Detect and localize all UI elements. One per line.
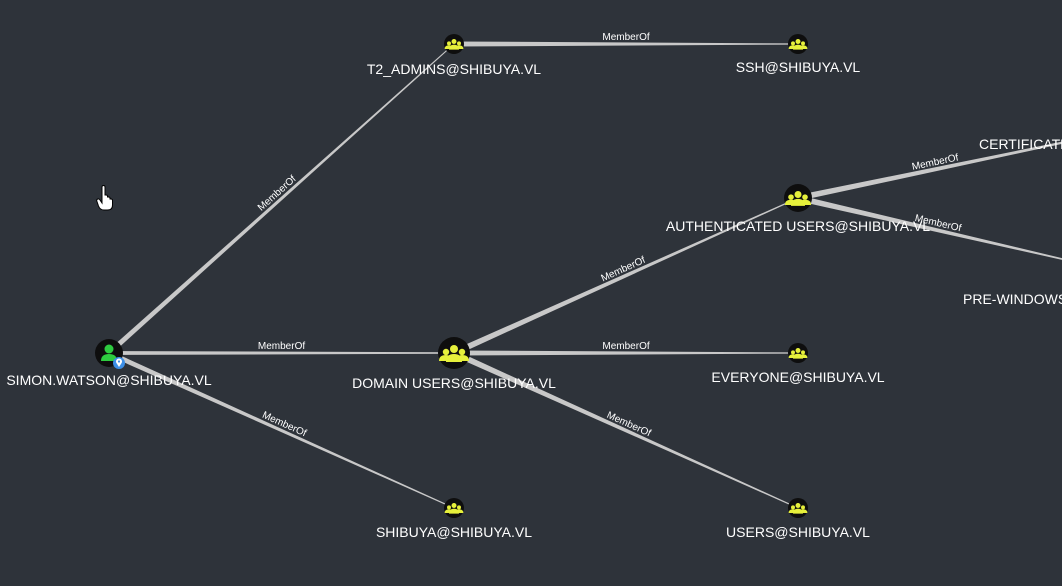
- edge-label: MemberOf: [602, 341, 649, 352]
- edge-label: MemberOf: [256, 174, 299, 214]
- edge-simon-domainusers[interactable]: MemberOf: [109, 341, 454, 355]
- edge-line[interactable]: [107, 43, 455, 355]
- node-users[interactable]: USERS@SHIBUYA.VL: [726, 498, 870, 540]
- edge-domainusers-everyone[interactable]: MemberOf: [454, 341, 798, 356]
- edges-layer: MemberOfMemberOfMemberOfMemberOfMemberOf…: [107, 32, 1062, 509]
- hand-pointer-icon: [96, 185, 113, 211]
- edge-line[interactable]: [454, 350, 798, 356]
- edge-t2admins-ssh[interactable]: MemberOf: [454, 32, 798, 47]
- node-domainusers[interactable]: DOMAIN USERS@SHIBUYA.VL: [352, 337, 556, 391]
- edge-line[interactable]: [452, 350, 799, 509]
- edge-label: MemberOf: [602, 32, 649, 43]
- edge-simon-t2admins[interactable]: MemberOf: [107, 43, 455, 355]
- node-circle[interactable]: [444, 498, 464, 518]
- node-label: SSH@SHIBUYA.VL: [736, 59, 861, 75]
- node-label: SIMON.WATSON@SHIBUYA.VL: [6, 372, 212, 388]
- node-circle[interactable]: [788, 498, 808, 518]
- node-label: PRE-WINDOWS: [963, 291, 1062, 307]
- nodes-layer: SIMON.WATSON@SHIBUYA.VL T2_ADMINS@SHIBUYA…: [6, 34, 1062, 540]
- owned-marker-icon: [113, 357, 125, 369]
- edge-line[interactable]: [452, 197, 799, 356]
- node-label: AUTHENTICATED USERS@SHIBUYA.VL: [666, 218, 930, 234]
- edge-line[interactable]: [108, 350, 455, 509]
- node-label: SHIBUYA@SHIBUYA.VL: [376, 524, 532, 540]
- node-t2admins[interactable]: T2_ADMINS@SHIBUYA.VL: [367, 34, 541, 77]
- node-shibuya[interactable]: SHIBUYA@SHIBUYA.VL: [376, 498, 532, 540]
- edge-line[interactable]: [109, 351, 454, 355]
- node-label: CERTIFICATE: [979, 136, 1062, 152]
- user-icon: [101, 344, 117, 361]
- node-simon[interactable]: SIMON.WATSON@SHIBUYA.VL: [6, 339, 212, 388]
- node-label: EVERYONE@SHIBUYA.VL: [711, 369, 884, 385]
- node-label: T2_ADMINS@SHIBUYA.VL: [367, 61, 541, 77]
- node-label: DOMAIN USERS@SHIBUYA.VL: [352, 375, 556, 391]
- edge-label: MemberOf: [258, 341, 305, 352]
- node-circle[interactable]: [788, 343, 808, 363]
- node-authusers[interactable]: AUTHENTICATED USERS@SHIBUYA.VL: [666, 184, 930, 234]
- node-ssh[interactable]: SSH@SHIBUYA.VL: [736, 34, 861, 75]
- edge-line[interactable]: [454, 41, 798, 47]
- edge-line[interactable]: [797, 139, 1062, 201]
- edge-line[interactable]: [797, 195, 1062, 263]
- node-prewin[interactable]: PRE-WINDOWS: [963, 291, 1062, 307]
- node-everyone[interactable]: EVERYONE@SHIBUYA.VL: [711, 343, 885, 385]
- node-cert[interactable]: CERTIFICATE: [979, 136, 1062, 152]
- node-label: USERS@SHIBUYA.VL: [726, 524, 870, 540]
